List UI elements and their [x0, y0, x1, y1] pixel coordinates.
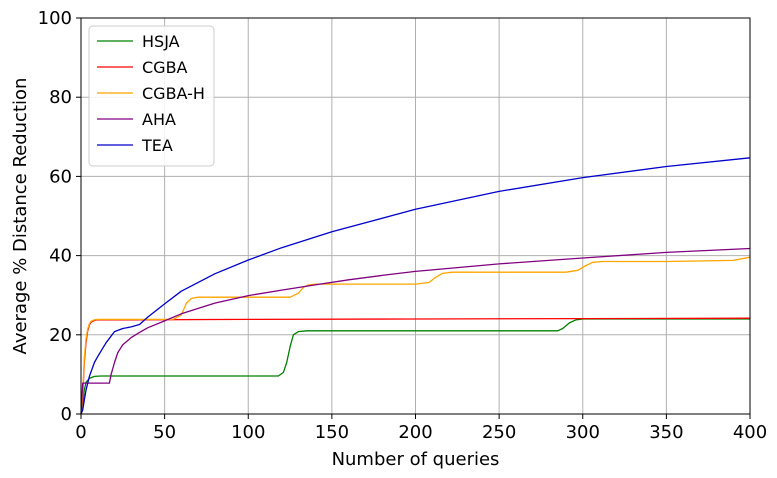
- y-tick-label: 20: [49, 325, 72, 346]
- x-tick-label: 150: [315, 422, 349, 443]
- y-tick-label: 80: [49, 87, 72, 108]
- series-lines: [80, 157, 751, 415]
- x-tick-label: 300: [566, 422, 600, 443]
- x-axis-label: Number of queries: [332, 449, 500, 470]
- series-line-aha: [80, 247, 751, 415]
- y-tick-label: 100: [38, 8, 72, 29]
- legend-label: HSJA: [142, 32, 180, 51]
- y-tick-label: 60: [49, 166, 72, 187]
- x-tick-label: 50: [153, 422, 176, 443]
- x-tick-label: 100: [231, 422, 265, 443]
- legend-label: CGBA: [142, 58, 188, 77]
- y-tick-label: 0: [61, 404, 72, 425]
- legend-label: CGBA-H: [142, 84, 205, 103]
- legend-box: [88, 25, 215, 167]
- series-line-hsja: [80, 318, 750, 415]
- legend-label: TEA: [141, 136, 173, 155]
- axis-ticks: 0 50 100 150 200 250 300 350 400 0 20 40 60 80 100: [38, 8, 768, 443]
- x-tick-label: 200: [398, 422, 432, 443]
- series-line-cgba-h: [80, 256, 751, 415]
- y-tick-label: 40: [49, 246, 72, 267]
- y-axis-label: Average % Distance Reduction: [10, 78, 31, 355]
- x-tick-label: 250: [482, 422, 516, 443]
- x-tick-label: 0: [75, 422, 86, 443]
- legend: HSJA CGBA CGBA-H AHA TEA: [88, 25, 215, 167]
- series-line-tea: [80, 157, 751, 415]
- x-tick-label: 350: [649, 422, 683, 443]
- x-tick-label: 400: [733, 422, 767, 443]
- legend-label: AHA: [142, 110, 176, 129]
